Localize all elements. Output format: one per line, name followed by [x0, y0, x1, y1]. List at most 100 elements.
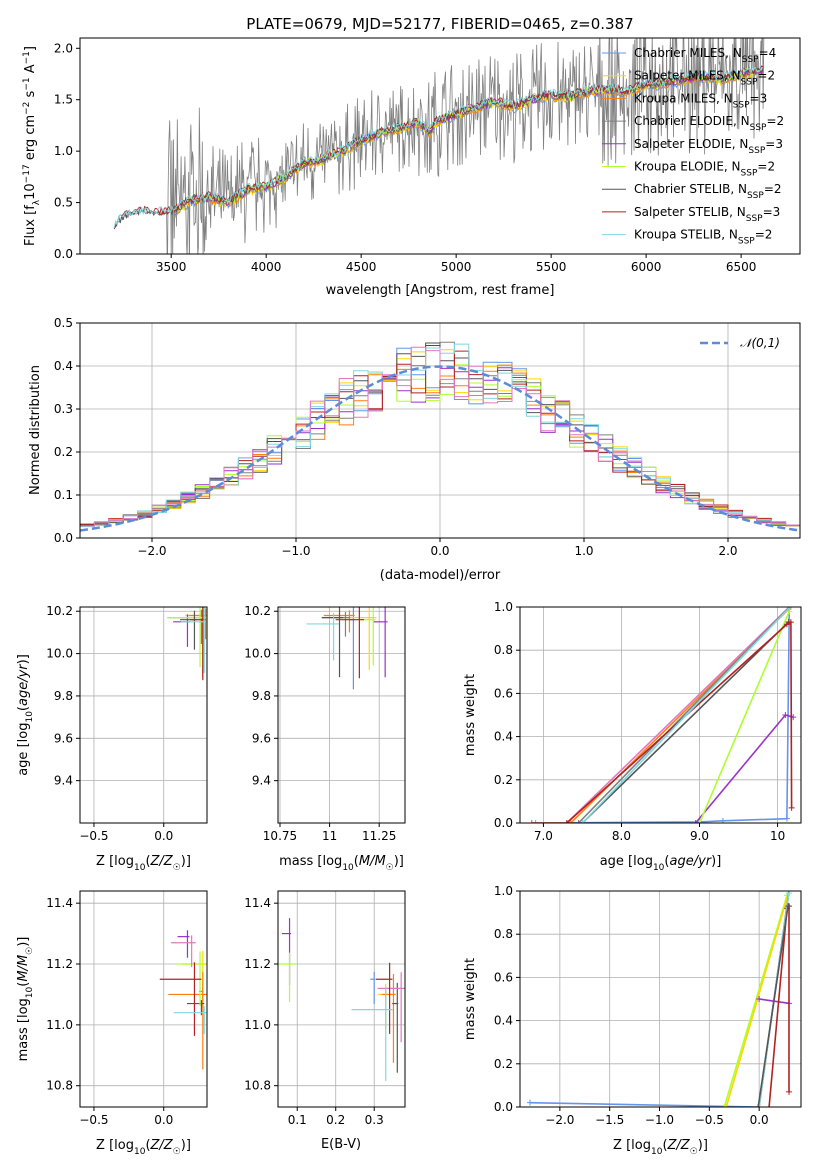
- y-axis-label: Flux [fλ10−17 erg cm−2 s−1 A−1]: [22, 46, 42, 246]
- data-point-marker: [696, 820, 703, 823]
- x-tick-label: −1.0: [281, 544, 310, 558]
- y-tick-label: 0.8: [494, 643, 513, 657]
- x-axis-label: age [log10(age/yr)]: [600, 854, 722, 873]
- x-tick-label: 0.0: [750, 1113, 769, 1127]
- y-tick-label: 2.0: [54, 41, 73, 55]
- cumulative-line: [698, 610, 791, 823]
- x-tick-label: 5500: [536, 260, 567, 274]
- y-tick-label: 0.8: [494, 927, 513, 941]
- x-tick-label: 6500: [726, 260, 757, 274]
- y-tick-label: 0.5: [54, 316, 73, 330]
- x-axis-label: Z [log10(Z/Z☉)]: [96, 854, 191, 873]
- data-point-marker: [563, 820, 570, 823]
- legend-entry: Chabrier STELIB, NSSP=2: [634, 182, 782, 201]
- y-axis-label: mass [log10(M/M☉)]: [16, 937, 35, 1062]
- age-vs-mass-panel: 10.75 11 11.25 9.4 9.6 9.8 10.0 10.2 mass [log10…: [244, 604, 406, 873]
- y-axis-label: mass weight: [463, 958, 478, 1040]
- x-axis-label: (data-model)/error: [380, 568, 501, 583]
- y-tick-label: 0.2: [494, 1057, 513, 1071]
- legend-entry: Salpeter ELODIE, NSSP=3: [634, 137, 783, 156]
- data-point-marker: [786, 1088, 793, 1095]
- y-tick-label: 10.0: [46, 647, 73, 661]
- y-tick-label: 0.6: [494, 970, 513, 984]
- y-axis-label: Normed distribution: [28, 365, 43, 495]
- data-point-marker: [788, 804, 795, 811]
- axes-frame: [277, 890, 406, 1108]
- y-tick-label: 11.0: [244, 1018, 271, 1032]
- y-tick-label: 0.4: [494, 730, 513, 744]
- y-tick-label: 9.4: [54, 774, 73, 788]
- data-point-marker: [575, 820, 582, 823]
- data-point-marker: [786, 608, 793, 615]
- axes-frame: [519, 606, 802, 824]
- x-tick-label: 4000: [251, 260, 282, 274]
- residuals-panel: −2.0 −1.0 0.0 1.0 2.0 0.0 0.1 0.2 0.3 0.4 0.5 𝒩(0,1…: [28, 316, 801, 583]
- cumulative-line: [581, 621, 790, 823]
- legend-entry: Kroupa STELIB, NSSP=2: [634, 228, 772, 247]
- cumulative-line: [723, 895, 788, 1107]
- x-tick-label: 0.0: [154, 1113, 173, 1127]
- y-tick-label: 0.5: [54, 196, 73, 210]
- x-tick-label: 0.3: [365, 1113, 384, 1127]
- x-tick-label: −1.0: [645, 1113, 674, 1127]
- y-tick-label: 11.4: [46, 896, 73, 910]
- axes-frame: [519, 890, 802, 1108]
- y-axis-label: age [log10(age/yr)]: [16, 654, 35, 776]
- x-tick-label: 2.0: [718, 544, 737, 558]
- x-tick-label: 4500: [346, 260, 377, 274]
- cumulative-line: [531, 607, 792, 823]
- data-point-marker: [782, 712, 789, 718]
- data-point-marker: [528, 820, 535, 823]
- x-tick-label: 0.1: [288, 1113, 307, 1127]
- y-tick-label: 0.2: [54, 445, 73, 459]
- y-tick-label: 11.4: [244, 896, 271, 910]
- y-tick-label: 10.2: [244, 604, 271, 618]
- x-tick-label: 8.0: [612, 829, 631, 843]
- data-point-marker: [756, 996, 763, 1002]
- cumulative-line: [535, 607, 790, 823]
- legend-entry: Chabrier MILES, NSSP=4: [634, 46, 776, 65]
- data-point-marker: [785, 903, 792, 910]
- cumulative-metallicity-panel: −2.0 −1.5 −1.0 −0.5 0.0 0.0 0.2 0.4 0.6 0.8 1.0 Z […: [463, 884, 802, 1157]
- spectrum-panel: 3500 4000 4500 5000 5500 6000 6500 0.0 0.5 1.0 1.5…: [22, 37, 801, 298]
- data-point-marker: [787, 607, 794, 610]
- axes-frame: [277, 606, 406, 824]
- y-tick-label: 9.8: [252, 689, 271, 703]
- gaussian-curve: [80, 365, 800, 532]
- model-series-line: [174, 68, 764, 217]
- legend-entry: 𝒩(0,1): [740, 336, 780, 350]
- plot-area: [80, 341, 800, 532]
- plot-area: [278, 918, 405, 1081]
- data-spectrum-line: [113, 38, 765, 254]
- axes-frame: [79, 890, 208, 1108]
- mass-vs-ebv-panel: 0.1 0.2 0.3 10.8 11.0 11.2 11.4 E(B-V): [244, 890, 406, 1152]
- data-point-marker: [567, 820, 574, 823]
- x-tick-label: 11: [322, 829, 337, 843]
- cumulative-line: [577, 607, 790, 823]
- data-point-marker: [579, 820, 586, 823]
- cumulative-line: [531, 607, 791, 823]
- x-axis-label: mass [log10(M/M☉)]: [279, 854, 404, 873]
- x-tick-label: 10: [770, 829, 785, 843]
- y-tick-label: 1.0: [494, 600, 513, 614]
- y-axis-label: mass weight: [463, 674, 478, 756]
- y-tick-label: 10.2: [46, 604, 73, 618]
- y-tick-label: 11.2: [46, 957, 73, 971]
- data-point-marker: [787, 607, 794, 610]
- plot-area: [526, 891, 793, 1107]
- x-tick-label: 0.0: [430, 544, 449, 558]
- y-tick-label: 1.0: [54, 144, 73, 158]
- data-point-marker: [787, 619, 794, 626]
- legend-entry: Chabrier ELODIE, NSSP=2: [634, 114, 784, 133]
- plot-area: [113, 38, 765, 254]
- y-tick-label: 0.0: [494, 816, 513, 830]
- y-tick-label: 9.8: [54, 689, 73, 703]
- axes-frame: [79, 37, 801, 255]
- data-point-marker: [783, 815, 790, 822]
- data-point-marker: [766, 1104, 773, 1107]
- plot-area: [528, 607, 797, 823]
- cumulative-line: [694, 714, 794, 823]
- cumulative-age-panel: 7.0 8.0 9.0 10 0.0 0.2 0.4 0.6 0.8 1.0 age [log10(…: [463, 600, 802, 873]
- plot-area: [306, 607, 388, 690]
